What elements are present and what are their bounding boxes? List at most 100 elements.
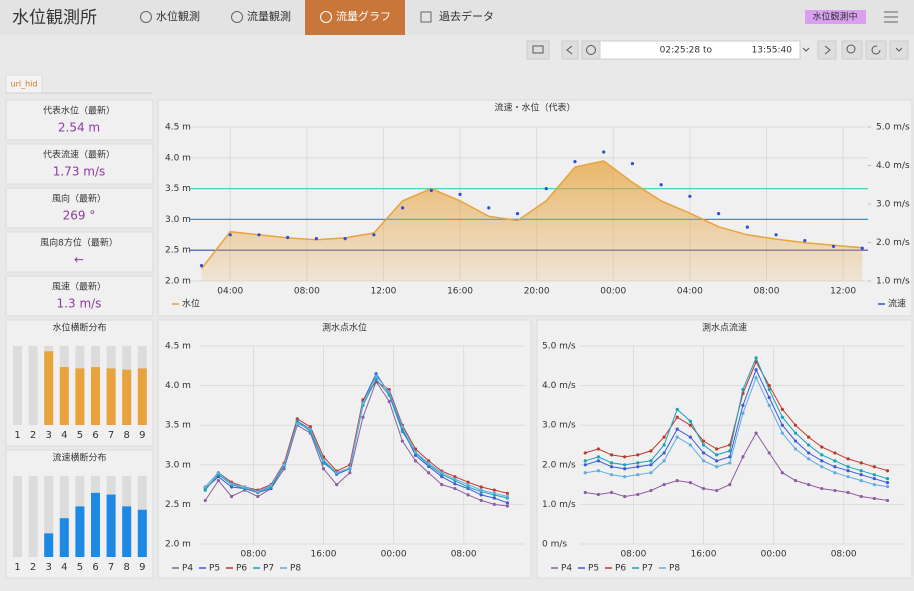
data-point [820, 459, 824, 463]
data-point [701, 443, 706, 447]
data-point [492, 488, 496, 492]
data-point [256, 494, 260, 499]
clock-button[interactable] [581, 40, 601, 60]
data-point [321, 461, 326, 465]
prev-button[interactable] [561, 40, 579, 60]
data-point [400, 429, 404, 434]
data-point [583, 463, 587, 467]
x-tick-label: 6 [92, 562, 98, 573]
data-point [688, 194, 692, 198]
data-point [216, 479, 220, 483]
data-point [636, 453, 640, 457]
y-tick-label: 3.0 m [165, 215, 191, 225]
stat-card [5, 275, 154, 317]
stat-value: 1.3 m/s [57, 297, 102, 311]
data-point [203, 485, 207, 489]
x-tick-label: 7 [108, 430, 114, 441]
bar [106, 368, 116, 425]
x-tick-label: 4 [61, 562, 67, 573]
data-point [453, 482, 457, 486]
next-button[interactable] [817, 40, 837, 60]
data-point [715, 459, 719, 463]
data-point [609, 461, 614, 465]
line [204, 380, 508, 507]
nav-tab[interactable]: 流量観測 [247, 9, 291, 23]
data-point [623, 463, 627, 467]
nav-tab[interactable]: 水位観測 [156, 9, 200, 23]
data-point [754, 376, 758, 380]
data-point [573, 160, 577, 164]
data-point [728, 483, 732, 487]
bar [44, 533, 54, 557]
data-point [440, 475, 444, 479]
nav-tab[interactable]: 流量グラフ [336, 9, 391, 23]
data-point [741, 455, 745, 459]
data-point [427, 459, 431, 463]
data-point [872, 483, 876, 487]
data-point [859, 494, 863, 499]
y-tick-label: 4.0 m [165, 153, 191, 163]
stat-value: 1.73 m/s [53, 165, 106, 179]
zoom-out-button[interactable] [841, 40, 863, 60]
x-tick-label: 00:00 [761, 550, 787, 560]
data-point [228, 233, 232, 237]
data-point [885, 481, 890, 485]
data-point [701, 451, 706, 455]
x-tick-label: 00:00 [381, 550, 407, 560]
data-point [780, 415, 784, 419]
data-point [833, 488, 837, 493]
x-tick-label: 04:00 [217, 287, 243, 297]
y-tick-label: 3.5 m [165, 184, 191, 194]
data-point [505, 504, 510, 508]
bar-background [13, 346, 22, 425]
chart-title: 測水点水位 [322, 322, 367, 334]
data-point [728, 455, 732, 459]
line [585, 356, 888, 480]
data-point [458, 192, 462, 196]
stat-label: 代表水位（最新） [43, 105, 115, 117]
stat-card [5, 99, 154, 141]
data-point [216, 471, 220, 475]
data-point [662, 483, 666, 487]
data-point [348, 471, 352, 475]
refresh-icon [871, 45, 881, 55]
bar [122, 506, 132, 557]
tab-icon [320, 11, 332, 23]
time-from: 02:25:28 to [660, 46, 713, 56]
header-bar [0, 0, 914, 35]
line [200, 160, 863, 270]
data-point [343, 237, 347, 241]
data-point [793, 447, 798, 451]
data-point [754, 356, 758, 360]
data-point [675, 407, 679, 411]
bar [75, 506, 85, 557]
data-point [335, 483, 339, 487]
data-point [583, 451, 587, 455]
data-point [859, 479, 863, 483]
menu-icon[interactable] [884, 11, 898, 23]
data-point [515, 212, 520, 216]
display-button[interactable] [526, 40, 550, 60]
nav-tab[interactable]: 過去データ [439, 9, 494, 23]
y-tick-label: 3.5 m [165, 421, 191, 431]
x-tick-label: 08:00 [451, 550, 477, 560]
x-tick-label: 2 [30, 430, 36, 441]
data-point [361, 415, 365, 419]
bar-background [59, 476, 69, 557]
data-point [413, 459, 418, 463]
x-tick-label: 1 [14, 430, 20, 441]
data-point [609, 473, 614, 477]
refresh-button[interactable] [865, 40, 887, 60]
refresh-menu-button[interactable] [889, 40, 909, 60]
bar [106, 494, 116, 557]
time-range-input[interactable] [599, 40, 801, 60]
line [585, 432, 888, 501]
data-point [820, 453, 824, 457]
data-point [780, 431, 784, 435]
data-point [387, 399, 391, 404]
data-point [774, 233, 778, 237]
x-tick-label: 8 [124, 430, 130, 441]
data-point [820, 486, 824, 491]
data-point [885, 498, 890, 503]
